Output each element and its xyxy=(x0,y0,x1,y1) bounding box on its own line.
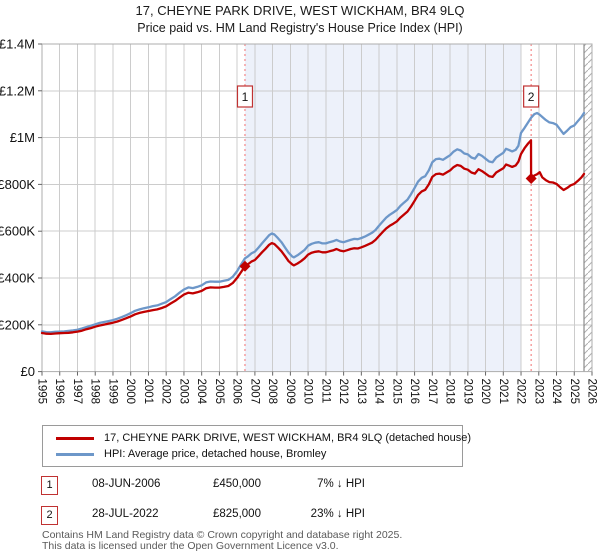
x-tick-label: 2002 xyxy=(160,379,172,405)
sale-point-1 xyxy=(239,260,251,272)
copyright-line-1: Contains HM Land Registry data © Crown c… xyxy=(42,529,403,541)
x-tick-label: 2026 xyxy=(586,379,598,405)
sale-flag-label-2: 2 xyxy=(528,90,535,104)
y-tick-label: £800K xyxy=(0,177,35,192)
gridlines xyxy=(41,44,593,372)
y-tick-label: £200K xyxy=(0,317,35,332)
x-tick-label: 1999 xyxy=(106,379,118,405)
sale-2-date: 28-JUL-2022 xyxy=(92,508,159,520)
sale-flag-2 xyxy=(523,85,540,108)
legend-label-hpi: HPI: Average price, detached house, Brom… xyxy=(104,448,327,460)
x-tick-label: 2022 xyxy=(515,379,527,405)
x-tick-label: 2012 xyxy=(337,379,349,405)
x-tick-label: 2010 xyxy=(302,379,314,405)
future-period-hatch xyxy=(584,44,592,372)
x-tick-label: 1996 xyxy=(53,379,65,405)
copyright-line-2: This data is licensed under the Open Gov… xyxy=(42,540,339,552)
x-tick-label: 2013 xyxy=(355,379,367,405)
x-axis: 1995 1996 1997 1998 1999 2000 2001 2002 2003 2004… xyxy=(36,371,598,405)
sale-annotation-2: 2 28-JUL-2022 £825,000 23% ↓ HPI xyxy=(0,506,600,526)
sale-flag-1 xyxy=(236,85,254,108)
y-tick-label: £400K xyxy=(0,271,35,286)
x-tick-label: 2024 xyxy=(550,379,562,405)
sale-flag-label-1: 1 xyxy=(242,90,249,104)
sale-1-vs-hpi: 7% ↓ HPI xyxy=(317,478,365,490)
sale-1-price: £450,000 xyxy=(213,478,261,490)
property-line-swatch xyxy=(56,436,94,440)
hpi-line-swatch xyxy=(56,452,94,456)
x-tick-label: 2015 xyxy=(390,379,402,405)
between-sales-shading xyxy=(244,44,522,372)
x-tick-label: 2011 xyxy=(319,379,331,404)
plot-frame xyxy=(41,43,593,373)
x-tick-label: 2009 xyxy=(284,379,296,405)
sale-1-number-badge: 1 xyxy=(41,476,58,495)
x-tick-label: 2018 xyxy=(444,379,456,405)
property-line xyxy=(40,139,586,336)
x-tick-label: 2017 xyxy=(426,379,438,405)
y-tick-label: £600K xyxy=(0,224,35,239)
sale-2-vs-hpi: 23% ↓ HPI xyxy=(310,508,365,520)
y-tick-label: £1M xyxy=(10,130,35,145)
x-tick-label: 2007 xyxy=(248,379,260,405)
y-tick-label: £0 xyxy=(21,364,35,379)
page-title: 17, CHEYNE PARK DRIVE, WEST WICKHAM, BR4… xyxy=(135,3,465,18)
x-tick-label: 1995 xyxy=(36,379,48,405)
x-tick-label: 2021 xyxy=(497,379,509,405)
x-tick-label: 2008 xyxy=(266,379,278,405)
x-tick-label: 2001 xyxy=(142,379,154,405)
x-tick-label: 2025 xyxy=(568,379,580,405)
legend-row-hpi: HPI: Average price, detached house, Brom… xyxy=(43,448,462,460)
sale-2-number-badge: 2 xyxy=(41,506,58,525)
x-tick-label: 2004 xyxy=(195,379,207,405)
x-tick-label: 1997 xyxy=(71,379,83,405)
sale-1-date: 08-JUN-2006 xyxy=(92,478,161,490)
page-subtitle: Price paid vs. HM Land Registry's House … xyxy=(137,21,463,35)
price-history-chart: 1995 1996 1997 1998 1999 2000 2001 2002 2003 2004… xyxy=(0,37,598,405)
y-tick-label: £1.4M xyxy=(0,37,35,52)
sale-2-price: £825,000 xyxy=(213,508,261,520)
x-tick-label: 2006 xyxy=(231,379,243,405)
x-tick-label: 1998 xyxy=(89,379,101,405)
x-tick-label: 2005 xyxy=(213,379,225,405)
x-tick-label: 2020 xyxy=(479,379,491,405)
sale-annotation-1: 1 08-JUN-2006 £450,000 7% ↓ HPI xyxy=(0,476,600,496)
sale-point-2 xyxy=(525,173,537,185)
x-tick-label: 2023 xyxy=(532,379,544,405)
legend-label-property: 17, CHEYNE PARK DRIVE, WEST WICKHAM, BR4… xyxy=(104,432,471,444)
x-tick-label: 2016 xyxy=(408,379,420,405)
legend-row-property: 17, CHEYNE PARK DRIVE, WEST WICKHAM, BR4… xyxy=(43,432,471,444)
x-tick-label: 2019 xyxy=(461,379,473,405)
y-axis: £0 £200K £400K £600K £800K £1M £1.2M £1.4M xyxy=(0,37,42,379)
x-tick-label: 2014 xyxy=(373,379,385,405)
hpi-line xyxy=(40,111,586,334)
x-tick-label: 2003 xyxy=(177,379,189,405)
x-tick-label: 2000 xyxy=(124,379,136,405)
legend: 17, CHEYNE PARK DRIVE, WEST WICKHAM, BR4… xyxy=(42,425,471,467)
y-tick-label: £1.2M xyxy=(0,83,35,98)
